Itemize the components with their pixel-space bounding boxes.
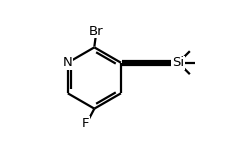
Text: N: N xyxy=(63,56,73,69)
Text: Br: Br xyxy=(88,25,103,38)
Text: F: F xyxy=(82,117,90,130)
Text: Si: Si xyxy=(172,56,184,69)
